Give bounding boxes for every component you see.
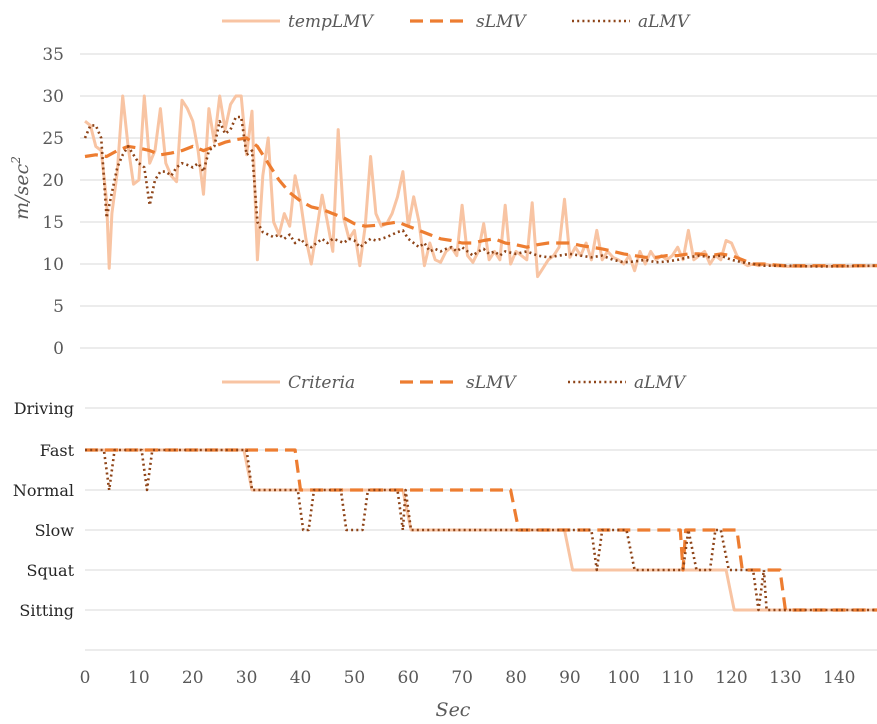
top-chart: 0 5 10 15 20 25 30 35 tempLMV sLMV aLMV m/sec2 — [9, 12, 877, 359]
bottom-category-labels: Driving Fast Normal Slow Squat Sitting — [13, 399, 75, 620]
x-tick-label: 80 — [505, 668, 527, 688]
top-gridlines — [80, 53, 877, 349]
bottom-legend: Criteria sLMV aLMV — [222, 373, 687, 393]
top-y-tick-labels: 0 5 10 15 20 25 30 35 — [42, 45, 64, 359]
category-label: Slow — [35, 521, 75, 540]
y-tick-label: 5 — [53, 297, 64, 317]
state-line-criteria — [85, 448, 877, 612]
state-line-slmv — [85, 448, 877, 612]
x-axis-title: Sec — [436, 699, 471, 721]
x-tick-label: 30 — [236, 668, 258, 688]
top-y-axis-title: m/sec2 — [9, 156, 33, 220]
y-tick-label: 20 — [42, 171, 64, 191]
x-tick-label: 10 — [128, 668, 150, 688]
y-axis-title-superscript: 2 — [9, 156, 23, 165]
x-tick-label: 110 — [661, 668, 693, 688]
x-tick-label: 50 — [344, 668, 366, 688]
legend-label-criteria: Criteria — [288, 373, 355, 393]
y-axis-title-text: m/sec — [11, 163, 33, 219]
y-tick-label: 0 — [53, 339, 64, 359]
category-label: Fast — [40, 441, 75, 460]
top-series — [83, 94, 877, 279]
legend-label-almv: aLMV — [638, 12, 691, 32]
series-line-almv — [83, 115, 877, 268]
x-tick-label: 100 — [608, 668, 640, 688]
x-tick-labels: 0 10 20 30 40 50 60 70 80 90 100 110 120 130 140 — [80, 668, 856, 688]
x-tick-label: 70 — [451, 668, 473, 688]
x-tick-label: 20 — [182, 668, 204, 688]
y-tick-label: 30 — [42, 87, 64, 107]
x-tick-label: 130 — [769, 668, 801, 688]
state-line-almv — [85, 448, 877, 612]
legend-label-templmv: tempLMV — [288, 12, 375, 32]
x-tick-label: 140 — [823, 668, 855, 688]
x-tick-label: 0 — [80, 668, 91, 688]
x-tick-label: 90 — [559, 668, 581, 688]
bottom-series — [85, 448, 877, 612]
x-tick-label: 120 — [715, 668, 747, 688]
y-tick-label: 25 — [42, 129, 64, 149]
y-tick-label: 35 — [42, 45, 64, 65]
category-label: Squat — [27, 561, 75, 580]
category-label: Sitting — [19, 601, 74, 620]
legend-label-slmv: sLMV — [476, 12, 527, 32]
series-line-slmv — [84, 136, 877, 268]
category-label: Normal — [13, 481, 74, 500]
x-tick-label: 60 — [397, 668, 419, 688]
series-line-templmv — [84, 94, 877, 279]
legend-label-slmv: sLMV — [466, 373, 517, 393]
legend-label-almv: aLMV — [634, 373, 687, 393]
bottom-chart: Driving Fast Normal Slow Squat Sitting Criter… — [13, 373, 877, 721]
y-tick-label: 10 — [42, 255, 64, 275]
y-tick-label: 15 — [42, 213, 64, 233]
category-label: Driving — [14, 399, 74, 418]
x-tick-label: 40 — [290, 668, 312, 688]
top-legend: tempLMV sLMV aLMV — [222, 12, 691, 32]
